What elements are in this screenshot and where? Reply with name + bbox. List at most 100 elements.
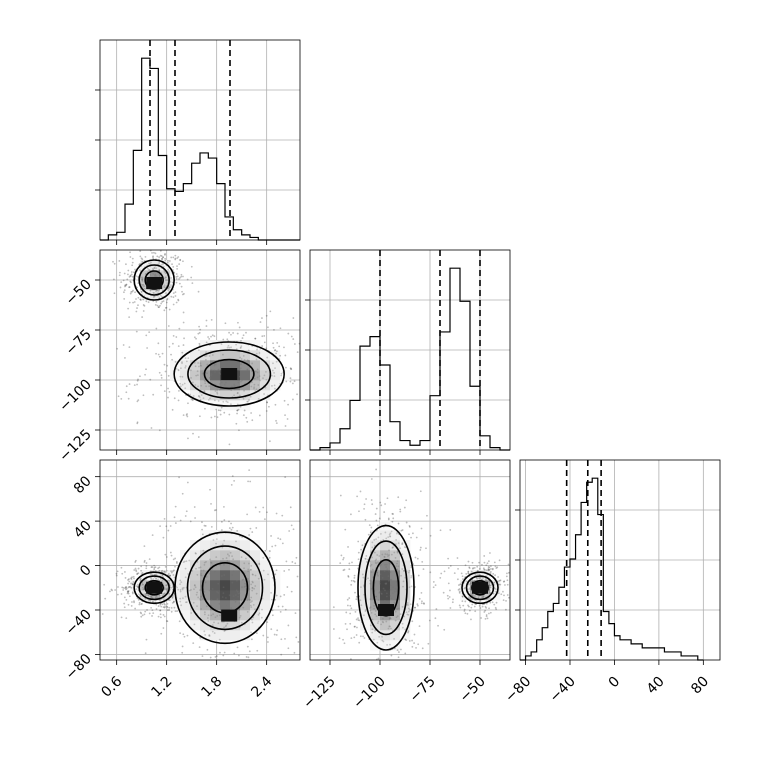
sample-point xyxy=(427,642,430,645)
sample-point xyxy=(459,606,462,609)
sample-point xyxy=(173,516,176,519)
sample-point xyxy=(141,572,144,574)
sample-point xyxy=(226,346,229,349)
sample-point xyxy=(129,280,132,283)
sample-point xyxy=(396,568,399,571)
sample-point xyxy=(184,567,187,570)
sample-point xyxy=(232,570,235,573)
sample-point xyxy=(360,586,362,589)
sample-point xyxy=(267,326,269,329)
density-cell xyxy=(370,590,381,601)
sample-point xyxy=(243,389,245,392)
sample-point xyxy=(235,343,238,346)
sample-point xyxy=(174,295,177,297)
sample-point xyxy=(255,388,258,391)
sample-point xyxy=(144,652,147,655)
density-cell xyxy=(390,580,401,591)
sample-point xyxy=(280,653,283,656)
sample-point xyxy=(125,385,128,388)
sample-point xyxy=(246,611,249,613)
sample-point xyxy=(195,337,197,340)
sample-point xyxy=(172,292,175,295)
sample-point xyxy=(203,611,206,614)
scatter-panel-3 xyxy=(309,459,511,661)
sample-point xyxy=(408,524,411,527)
sample-point xyxy=(125,587,128,590)
sample-point xyxy=(415,536,418,539)
sample-point xyxy=(483,555,486,557)
sample-point xyxy=(486,569,488,572)
sample-point xyxy=(487,566,490,568)
sample-point xyxy=(201,533,204,536)
sample-point xyxy=(128,383,131,385)
density-cell xyxy=(230,360,241,371)
sample-point xyxy=(399,547,402,550)
sample-point xyxy=(210,374,212,377)
sample-point xyxy=(161,569,164,572)
sample-point xyxy=(353,625,356,628)
sample-point xyxy=(203,524,206,527)
density-cell xyxy=(170,360,181,371)
sample-point xyxy=(221,605,223,608)
sample-point xyxy=(224,322,227,325)
sample-point xyxy=(266,401,269,404)
sample-point xyxy=(387,569,390,572)
sample-point xyxy=(166,588,169,591)
sample-point xyxy=(236,392,239,395)
sample-point xyxy=(156,304,159,307)
sample-point xyxy=(157,567,160,570)
sample-point xyxy=(344,622,347,625)
sample-point xyxy=(248,588,251,590)
sample-point xyxy=(497,592,500,595)
sample-point xyxy=(162,594,165,596)
sample-point xyxy=(369,606,372,609)
sample-point xyxy=(158,569,161,572)
sample-point xyxy=(274,544,277,547)
sample-point xyxy=(483,561,486,564)
sample-point xyxy=(135,298,137,300)
density-cell xyxy=(400,620,411,631)
sample-point xyxy=(482,595,485,597)
sample-point xyxy=(183,337,185,340)
sample-point xyxy=(225,363,228,366)
density-cell xyxy=(370,550,381,561)
sample-point xyxy=(389,562,392,565)
sample-point xyxy=(166,279,169,281)
sample-point xyxy=(165,588,168,590)
sample-point xyxy=(411,620,414,623)
sample-point xyxy=(494,590,497,593)
sample-point xyxy=(370,563,373,566)
sample-point xyxy=(362,635,364,638)
sample-point xyxy=(468,567,471,570)
contours-layer xyxy=(133,259,499,651)
sample-point xyxy=(493,561,496,564)
sample-point xyxy=(375,507,378,510)
sample-point xyxy=(181,645,184,648)
sample-point xyxy=(143,545,146,548)
sample-point xyxy=(179,632,182,635)
sample-point xyxy=(170,277,173,279)
sample-point xyxy=(428,619,431,622)
sample-point xyxy=(204,380,207,383)
sample-point xyxy=(181,362,183,365)
sample-point xyxy=(507,563,510,566)
density-cell xyxy=(200,560,211,571)
sample-point xyxy=(233,652,236,655)
sample-point xyxy=(274,403,277,406)
sample-point xyxy=(184,387,187,390)
sample-point xyxy=(161,257,163,260)
sample-point xyxy=(130,577,132,579)
sample-point xyxy=(421,600,423,603)
sample-point xyxy=(154,252,157,255)
sample-point xyxy=(410,566,412,568)
sample-point xyxy=(489,589,491,592)
sample-point xyxy=(166,609,169,612)
sample-point xyxy=(374,559,377,562)
sample-point xyxy=(151,596,154,599)
sample-point xyxy=(349,612,352,615)
sample-point xyxy=(233,385,236,387)
sample-point xyxy=(228,346,231,349)
sample-point xyxy=(167,287,170,290)
sample-point xyxy=(256,371,259,374)
x-tick-label: 0 xyxy=(606,674,624,692)
